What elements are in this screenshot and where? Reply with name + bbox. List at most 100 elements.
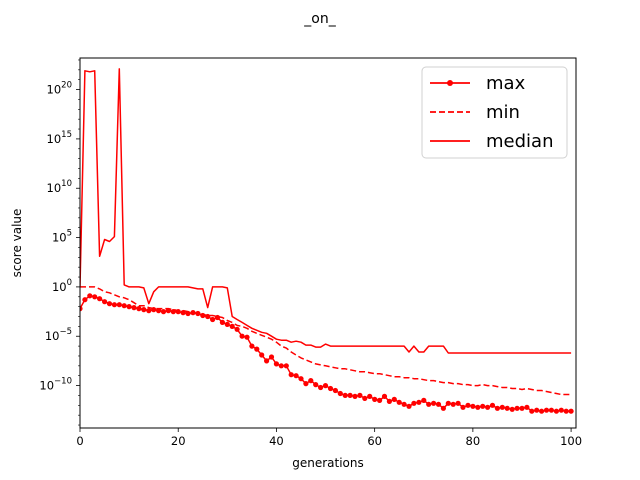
data-point-max bbox=[342, 392, 348, 398]
data-point-max bbox=[548, 407, 555, 413]
data-point-max bbox=[259, 352, 265, 358]
data-point-max bbox=[249, 343, 255, 349]
data-point-max bbox=[553, 408, 560, 414]
data-point-max bbox=[568, 408, 574, 414]
data-point-max bbox=[97, 296, 103, 302]
data-point-max bbox=[102, 299, 108, 305]
y-tick-label: 1020 bbox=[47, 81, 72, 97]
data-point-max bbox=[362, 395, 368, 401]
data-point-max bbox=[465, 402, 471, 408]
data-point-max bbox=[421, 397, 427, 403]
y-tick-label: 1015 bbox=[47, 130, 72, 146]
data-point-max bbox=[494, 405, 500, 411]
data-point-max bbox=[106, 301, 113, 307]
data-point-max bbox=[450, 401, 456, 407]
data-point-max bbox=[377, 397, 383, 403]
data-point-max bbox=[426, 401, 432, 407]
data-point-max bbox=[357, 392, 363, 398]
data-point-max bbox=[386, 398, 392, 404]
data-point-max bbox=[470, 403, 476, 409]
data-point-max bbox=[485, 404, 491, 410]
x-tick-label: 100 bbox=[560, 434, 582, 448]
plot-frame bbox=[79, 57, 577, 429]
data-point-max bbox=[224, 321, 230, 327]
legend-label-median: median bbox=[486, 131, 553, 152]
y-tick-label: 10−5 bbox=[45, 327, 72, 343]
data-point-max bbox=[136, 306, 142, 312]
data-point-max bbox=[283, 363, 289, 369]
data-point-max bbox=[391, 396, 397, 402]
data-point-max bbox=[489, 402, 496, 408]
data-point-max bbox=[229, 323, 235, 329]
data-point-max bbox=[111, 302, 117, 308]
x-axis-label: generations bbox=[292, 456, 364, 470]
data-point-max bbox=[195, 310, 201, 317]
data-point-max bbox=[82, 297, 88, 303]
series-line-min bbox=[80, 286, 572, 396]
x-tick-label: 20 bbox=[171, 434, 186, 448]
data-point-max bbox=[504, 405, 510, 411]
data-point-max bbox=[80, 306, 83, 312]
data-point-max bbox=[381, 393, 388, 399]
data-point-max bbox=[372, 396, 378, 402]
legend: max min median bbox=[421, 66, 568, 159]
y-tick-label: 100 bbox=[52, 278, 72, 294]
data-point-max bbox=[303, 381, 309, 387]
data-point-max bbox=[543, 407, 550, 413]
data-point-max bbox=[337, 390, 343, 397]
data-point-max bbox=[539, 408, 545, 414]
data-point-max bbox=[141, 307, 147, 313]
data-point-max bbox=[116, 302, 122, 308]
data-point-max bbox=[396, 399, 402, 405]
data-point-max bbox=[313, 382, 319, 388]
data-point-max bbox=[352, 393, 358, 399]
data-point-max bbox=[264, 358, 270, 364]
data-point-max bbox=[347, 392, 353, 398]
data-point-max bbox=[445, 400, 451, 406]
data-point-max bbox=[401, 401, 407, 407]
y-tick-label: 1010 bbox=[47, 179, 72, 195]
data-point-max bbox=[367, 393, 373, 399]
data-point-max bbox=[273, 361, 279, 367]
data-point-max bbox=[514, 405, 520, 411]
y-axis-label: score value bbox=[10, 209, 24, 278]
y-tick-label: 10−10 bbox=[39, 377, 72, 393]
x-tick-label: 0 bbox=[76, 434, 83, 448]
data-point-max bbox=[278, 363, 284, 369]
data-point-max bbox=[160, 309, 167, 315]
data-point-max bbox=[146, 308, 152, 314]
x-tick-label: 40 bbox=[269, 434, 284, 448]
data-point-max bbox=[92, 294, 98, 300]
x-tick-label: 60 bbox=[367, 434, 382, 448]
data-point-max bbox=[416, 399, 422, 405]
data-point-max bbox=[308, 378, 314, 384]
data-point-max bbox=[234, 326, 240, 332]
data-point-max bbox=[440, 405, 446, 411]
data-point-max bbox=[87, 293, 93, 299]
data-point-max bbox=[293, 373, 299, 379]
data-point-max bbox=[332, 387, 338, 394]
data-point-max bbox=[460, 404, 466, 410]
data-point-max bbox=[210, 316, 216, 323]
data-point-max bbox=[185, 310, 191, 317]
data-point-max bbox=[131, 305, 137, 311]
data-point-max bbox=[318, 384, 324, 391]
data-point-max bbox=[558, 407, 564, 413]
x-tick-label: 80 bbox=[466, 434, 481, 448]
data-point-max bbox=[519, 405, 525, 411]
legend-label-min: min bbox=[486, 102, 520, 123]
data-point-max bbox=[499, 404, 505, 410]
data-point-max bbox=[406, 403, 412, 409]
series-line-median bbox=[80, 68, 572, 354]
data-point-max bbox=[327, 385, 334, 392]
data-point-max bbox=[121, 303, 127, 309]
data-point-max bbox=[475, 404, 481, 410]
y-tick-label: 105 bbox=[52, 229, 72, 245]
data-point-max bbox=[126, 304, 132, 310]
data-point-max bbox=[411, 400, 417, 406]
legend-label-max: max bbox=[486, 73, 526, 94]
data-point-max bbox=[254, 346, 260, 352]
data-point-max bbox=[480, 403, 486, 409]
data-point-max bbox=[435, 401, 442, 407]
